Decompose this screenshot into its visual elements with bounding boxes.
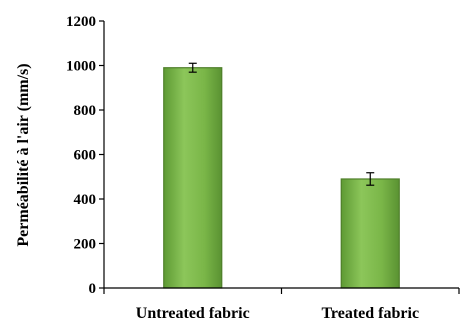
bar xyxy=(163,67,223,289)
bar xyxy=(340,178,400,289)
y-tick-label: 400 xyxy=(74,192,97,208)
y-tick-label: 0 xyxy=(89,281,97,297)
y-tick-label: 1200 xyxy=(66,14,96,30)
category-label: Treated fabric xyxy=(321,305,419,322)
y-tick-label: 800 xyxy=(74,103,97,119)
y-tick-label: 1000 xyxy=(66,59,96,75)
y-tick-label: 600 xyxy=(74,148,97,164)
plot-area: Untreated fabric Treated fabric 0 200 400 600… xyxy=(66,14,460,322)
category-label: Untreated fabric xyxy=(136,305,250,322)
y-axis-title: Perméabilité à l'air (mm/s) xyxy=(15,63,32,246)
y-tick-label: 200 xyxy=(74,237,97,253)
